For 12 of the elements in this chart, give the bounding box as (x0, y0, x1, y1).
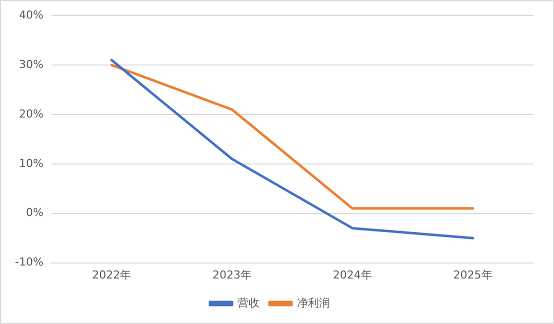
y-tick-label: 0% (26, 206, 44, 220)
y-tick-label: 10% (18, 156, 44, 170)
x-tick-label: 2025年 (453, 268, 492, 282)
x-tick-label: 2024年 (332, 268, 372, 282)
x-tick-label: 2023年 (212, 268, 252, 282)
x-tick-label: 2022年 (92, 268, 132, 282)
y-tick-label: -10% (14, 256, 44, 269)
y-tick-label: 20% (18, 107, 44, 120)
y-tick-label: 40% (18, 8, 44, 22)
legend-label: 营收 (238, 296, 260, 310)
y-tick-label: 30% (18, 58, 44, 71)
legend-label: 净利润 (297, 296, 330, 310)
